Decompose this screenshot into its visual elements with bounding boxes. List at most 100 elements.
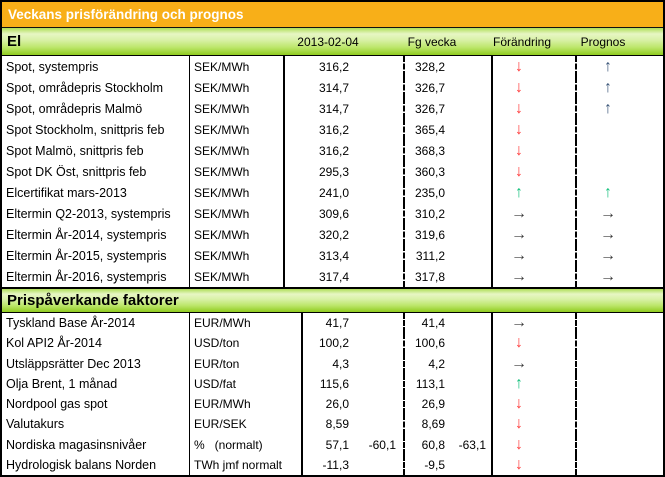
right-arrow-icon: → [600, 246, 616, 264]
row-unit: EUR/MWh [190, 313, 303, 334]
prev-week-value: 326,7 [414, 101, 445, 116]
current-value: -11,3 [322, 457, 349, 472]
current-value-cell: 317,4 [285, 266, 405, 287]
column-header-forecast: Prognos [580, 34, 626, 49]
section-title-factors: Prispåverkande faktorer [7, 292, 179, 309]
change-cell: → [493, 313, 577, 334]
change-cell: ↓ [493, 333, 577, 354]
row-label: Eltermin År-2014, systempris [2, 224, 190, 245]
report-title-bar: Veckans prisförändring och prognos [2, 2, 663, 28]
row-unit: USD/fat [190, 373, 303, 394]
change-cell: ↓ [493, 98, 577, 119]
current-value-cell: 316,2 [285, 119, 405, 140]
prev-week-value-cell: 60,8 -63,1 [405, 434, 493, 455]
prev-week-value-cell: 360,3 [405, 161, 493, 182]
current-value-cell: 309,6 [285, 203, 405, 224]
table-row: Eltermin Q2-2013, systempris SEK/MWh 309… [2, 203, 663, 224]
prev-week-value: -9,5 [424, 457, 445, 472]
table-row: Spot, områdepris Malmö SEK/MWh 314,7 326… [2, 98, 663, 119]
right-arrow-icon: → [511, 267, 527, 285]
down-arrow-icon: ↓ [515, 162, 523, 180]
down-arrow-icon: ↓ [515, 57, 523, 75]
section-header-factors: Prispåverkande faktorer [2, 287, 663, 313]
current-value: 317,4 [318, 269, 349, 284]
change-cell: → [493, 353, 577, 374]
change-cell: → [493, 224, 577, 245]
prev-week-value: 360,3 [414, 164, 445, 179]
change-cell: ↓ [493, 434, 577, 455]
right-arrow-icon: → [600, 204, 616, 222]
prev-week-value-cell: -9,5 [405, 454, 493, 475]
prev-week-value: 26,9 [421, 397, 445, 412]
forecast-cell: ↑ [577, 77, 663, 98]
current-value: 295,3 [318, 164, 349, 179]
current-value: 320,2 [318, 227, 349, 242]
down-arrow-icon: ↓ [515, 120, 523, 138]
prev-week-value: 235,0 [414, 185, 445, 200]
prev-week-value-cell: 4,2 [405, 353, 493, 374]
row-label: Olja Brent, 1 månad [2, 373, 190, 394]
row-unit: SEK/MWh [190, 56, 285, 77]
current-value: 4,3 [332, 356, 349, 371]
prev-week-value-cell: 328,2 [405, 56, 493, 77]
row-unit: SEK/MWh [190, 203, 285, 224]
right-arrow-icon: → [511, 314, 527, 332]
up-arrow-icon: ↑ [515, 374, 523, 392]
table-row: Spot Stockholm, snittpris feb SEK/MWh 31… [2, 119, 663, 140]
table-row: Valutakurs EUR/SEK 8,59 8,69 ↓ [2, 414, 663, 435]
row-label: Eltermin År-2015, systempris [2, 245, 190, 266]
down-arrow-icon: ↓ [515, 99, 523, 117]
row-unit: % (normalt) [190, 434, 303, 455]
right-arrow-icon: → [511, 246, 527, 264]
prev-week-value-cell: 326,7 [405, 98, 493, 119]
table-row: Nordiska magasinsnivåer % (normalt) 57,1… [2, 434, 663, 455]
change-cell: ↓ [493, 119, 577, 140]
forecast-cell [577, 161, 663, 182]
current-value-cell: 316,2 [285, 140, 405, 161]
row-label: Spot Malmö, snittpris feb [2, 140, 190, 161]
current-value: 57,1 [325, 437, 349, 452]
forecast-cell: ↑ [577, 182, 663, 203]
forecast-cell [577, 140, 663, 161]
prev-week-value: 100,6 [414, 336, 445, 351]
current-value: 309,6 [318, 206, 349, 221]
row-unit: SEK/MWh [190, 245, 285, 266]
change-cell: ↓ [493, 161, 577, 182]
forecast-cell [577, 414, 663, 434]
right-arrow-icon: → [600, 225, 616, 243]
prev-week-value: 41,4 [421, 316, 445, 331]
change-cell: ↓ [493, 454, 577, 475]
prev-week-value-cell: 317,8 [405, 266, 493, 287]
row-label: Spot, områdepris Malmö [2, 98, 190, 119]
row-label: Utsläppsrätter Dec 2013 [2, 353, 190, 374]
current-value-cell: 115,6 [303, 373, 405, 394]
prev-week-value: 365,4 [414, 122, 445, 137]
row-label: Spot DK Öst, snittpris feb [2, 161, 190, 182]
current-value: 115,6 [319, 376, 349, 391]
current-value-extra: -60,1 [368, 437, 396, 452]
prev-week-value: 368,3 [414, 143, 445, 158]
up-arrow-icon: ↑ [604, 99, 612, 117]
prev-week-value: 113,1 [415, 376, 445, 391]
section-title-el: El [7, 33, 22, 50]
row-unit: SEK/MWh [190, 161, 285, 182]
row-unit: EUR/MWh [190, 394, 303, 415]
up-arrow-icon: ↑ [515, 183, 523, 201]
table-row: Elcertifikat mars-2013 SEK/MWh 241,0 235… [2, 182, 663, 203]
current-value: 314,7 [318, 80, 349, 95]
table-row: Eltermin År-2015, systempris SEK/MWh 313… [2, 245, 663, 266]
current-value-cell: 314,7 [285, 98, 405, 119]
forecast-cell: → [577, 224, 663, 245]
prev-week-value: 8,69 [421, 417, 445, 432]
change-cell: → [493, 266, 577, 287]
forecast-cell: ↑ [577, 98, 663, 119]
row-label: Spot Stockholm, snittpris feb [2, 119, 190, 140]
prev-week-value-cell: 26,9 [405, 394, 493, 415]
row-unit: SEK/MWh [190, 224, 285, 245]
table-row: Utsläppsrätter Dec 2013 EUR/ton 4,3 4,2 … [2, 353, 663, 374]
table-row: Eltermin År-2014, systempris SEK/MWh 320… [2, 224, 663, 245]
prev-week-value-cell: 311,2 [405, 245, 493, 266]
current-value: 41,7 [325, 316, 349, 331]
current-value-cell: 100,2 [303, 333, 405, 354]
